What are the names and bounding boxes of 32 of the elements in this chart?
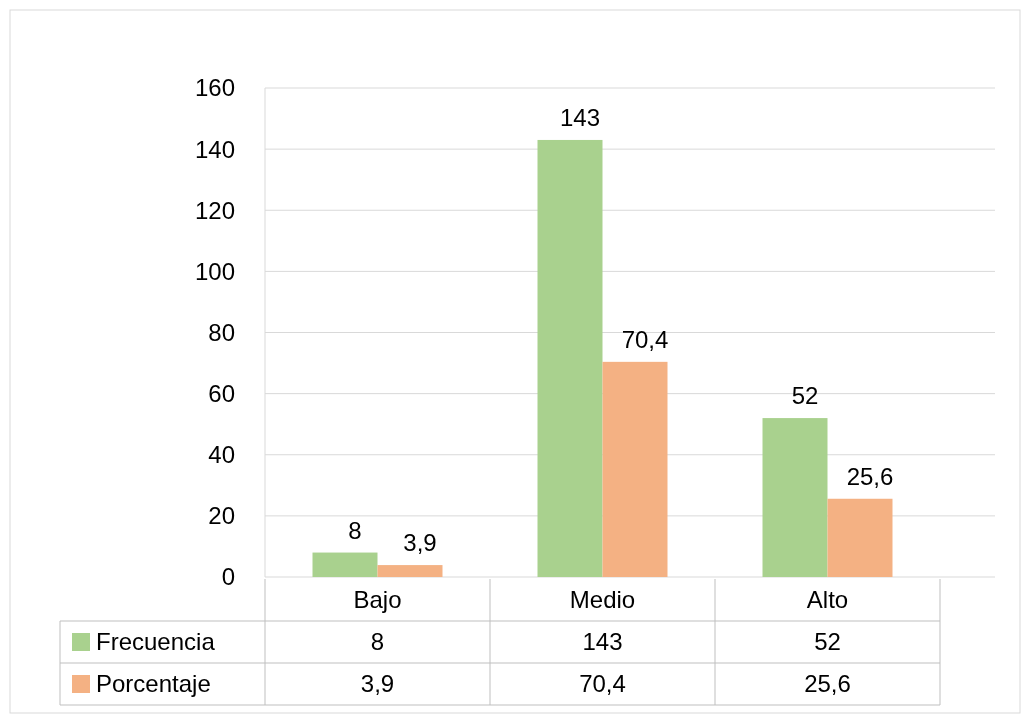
y-tick-label: 60 [208, 380, 235, 408]
data-label: 3,9 [360, 670, 395, 698]
x-tick-label: Bajo [353, 586, 402, 614]
data-label: 52 [814, 628, 841, 656]
x-tick-label: Alto [806, 586, 849, 614]
legend-label: Frecuencia [96, 628, 216, 656]
legend-label: Porcentaje [96, 670, 211, 698]
bar [537, 139, 603, 577]
y-tick-label: 0 [221, 563, 235, 591]
text: 143 [559, 103, 601, 131]
y-tick-label: 40 [208, 441, 235, 469]
data-label: 143 [582, 628, 623, 656]
text: 70,4 [621, 325, 669, 353]
data-label: 8 [370, 628, 385, 656]
text: 8 [348, 516, 362, 544]
text: 3,9 [403, 529, 437, 557]
bar [377, 565, 443, 577]
bar [762, 418, 828, 577]
text: 52 [791, 382, 819, 410]
y-tick-label: 100 [194, 257, 235, 285]
y-tick-label: 20 [208, 502, 235, 530]
y-tick-label: 120 [194, 196, 235, 224]
y-tick-label: 140 [194, 135, 235, 163]
bar [312, 552, 378, 577]
y-tick-label: 160 [194, 74, 235, 102]
y-tick-label: 80 [208, 318, 235, 346]
data-label: 70,4 [579, 670, 626, 698]
text: 25,6 [846, 462, 894, 490]
data-label: 25,6 [804, 670, 851, 698]
bar [602, 361, 668, 577]
x-tick-label: Medio [569, 586, 636, 614]
bar [827, 498, 893, 577]
